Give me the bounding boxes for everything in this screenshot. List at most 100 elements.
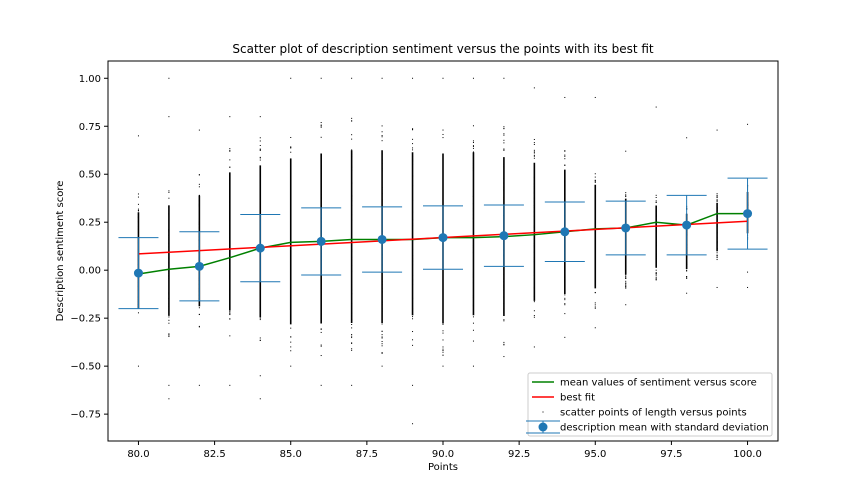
scatter-point <box>381 135 383 137</box>
scatter-point <box>655 264 657 266</box>
scatter-point <box>716 193 718 195</box>
scatter-point <box>655 275 657 277</box>
scatter-point <box>472 246 474 248</box>
scatter-point <box>412 258 414 260</box>
scatter-point <box>168 229 170 231</box>
scatter-point <box>168 333 170 335</box>
scatter-point <box>564 262 566 264</box>
scatter-point <box>137 216 139 218</box>
scatter-point <box>625 194 627 196</box>
scatter-point <box>137 203 139 205</box>
scatter-point <box>533 211 535 213</box>
scatter-point <box>564 155 566 157</box>
scatter-point <box>594 251 596 253</box>
scatter-point <box>625 199 627 201</box>
mean-point <box>133 268 143 278</box>
scatter-point <box>412 158 414 160</box>
scatter-point <box>168 230 170 232</box>
scatter-point <box>594 223 596 225</box>
scatter-point <box>412 199 414 201</box>
scatter-point <box>503 356 505 358</box>
scatter-point <box>442 77 444 79</box>
scatter-point <box>320 124 322 126</box>
scatter-point <box>686 265 688 267</box>
scatter-point <box>564 150 566 152</box>
scatter-point <box>320 194 322 196</box>
scatter-point <box>381 281 383 283</box>
scatter-point <box>503 188 505 190</box>
scatter-point <box>716 199 718 201</box>
scatter-point <box>229 225 231 227</box>
scatter-point <box>137 193 139 195</box>
scatter-point <box>320 186 322 188</box>
scatter-point <box>259 310 261 312</box>
scatter-point <box>259 137 261 139</box>
scatter-point <box>472 305 474 307</box>
scatter-point <box>290 176 292 178</box>
scatter-point <box>351 120 353 122</box>
scatter-point <box>716 197 718 199</box>
scatter-point <box>655 106 657 108</box>
scatter-point <box>198 183 200 185</box>
scatter-point <box>412 344 414 346</box>
scatter-point <box>229 310 231 312</box>
scatter-point <box>381 308 383 310</box>
scatter-point <box>229 237 231 239</box>
scatter-point <box>412 260 414 262</box>
scatter-point <box>625 150 627 152</box>
scatter-point <box>655 236 657 238</box>
scatter-point <box>168 278 170 280</box>
legend-label: best fit <box>560 393 595 404</box>
scatter-point <box>625 276 627 278</box>
scatter-point <box>229 294 231 296</box>
scatter-point <box>290 310 292 312</box>
scatter-point <box>533 278 535 280</box>
scatter-point <box>198 195 200 197</box>
scatter-point <box>472 365 474 367</box>
scatter-point <box>412 274 414 276</box>
scatter-point <box>412 77 414 79</box>
scatter-point <box>655 220 657 222</box>
scatter-point <box>594 268 596 270</box>
scatter-point <box>472 140 474 142</box>
scatter-point <box>412 175 414 177</box>
scatter-point <box>442 271 444 273</box>
scatter-point <box>320 288 322 290</box>
scatter-point <box>655 231 657 233</box>
scatter-point <box>594 209 596 211</box>
scatter-point <box>259 289 261 291</box>
scatter-point <box>229 288 231 290</box>
legend-scatter-swatch <box>542 411 544 413</box>
scatter-point <box>259 157 261 159</box>
scatter-point <box>442 354 444 356</box>
scatter-point <box>320 205 322 207</box>
scatter-point <box>290 341 292 343</box>
scatter-point <box>716 220 718 222</box>
scatter-point <box>168 254 170 256</box>
scatter-point <box>412 280 414 282</box>
scatter-point <box>503 133 505 135</box>
scatter-point <box>716 252 718 254</box>
scatter-point <box>472 312 474 314</box>
scatter-point <box>503 198 505 200</box>
scatter-point <box>229 205 231 207</box>
scatter-point <box>320 344 322 346</box>
scatter-point <box>351 237 353 239</box>
scatter-point <box>503 166 505 168</box>
scatter-point <box>320 125 322 127</box>
scatter-point <box>442 133 444 135</box>
scatter-point <box>229 270 231 272</box>
scatter-point <box>290 281 292 283</box>
scatter-point <box>594 327 596 329</box>
scatter-point <box>351 250 353 252</box>
scatter-point <box>320 197 322 199</box>
scatter-point <box>259 337 261 339</box>
scatter-point <box>686 269 688 271</box>
scatter-point <box>655 205 657 207</box>
scatter-point <box>503 139 505 141</box>
scatter-point <box>229 384 231 386</box>
x-tick-label: 90.0 <box>432 449 454 460</box>
scatter-point <box>168 261 170 263</box>
scatter-point <box>168 231 170 233</box>
scatter-point <box>137 213 139 215</box>
